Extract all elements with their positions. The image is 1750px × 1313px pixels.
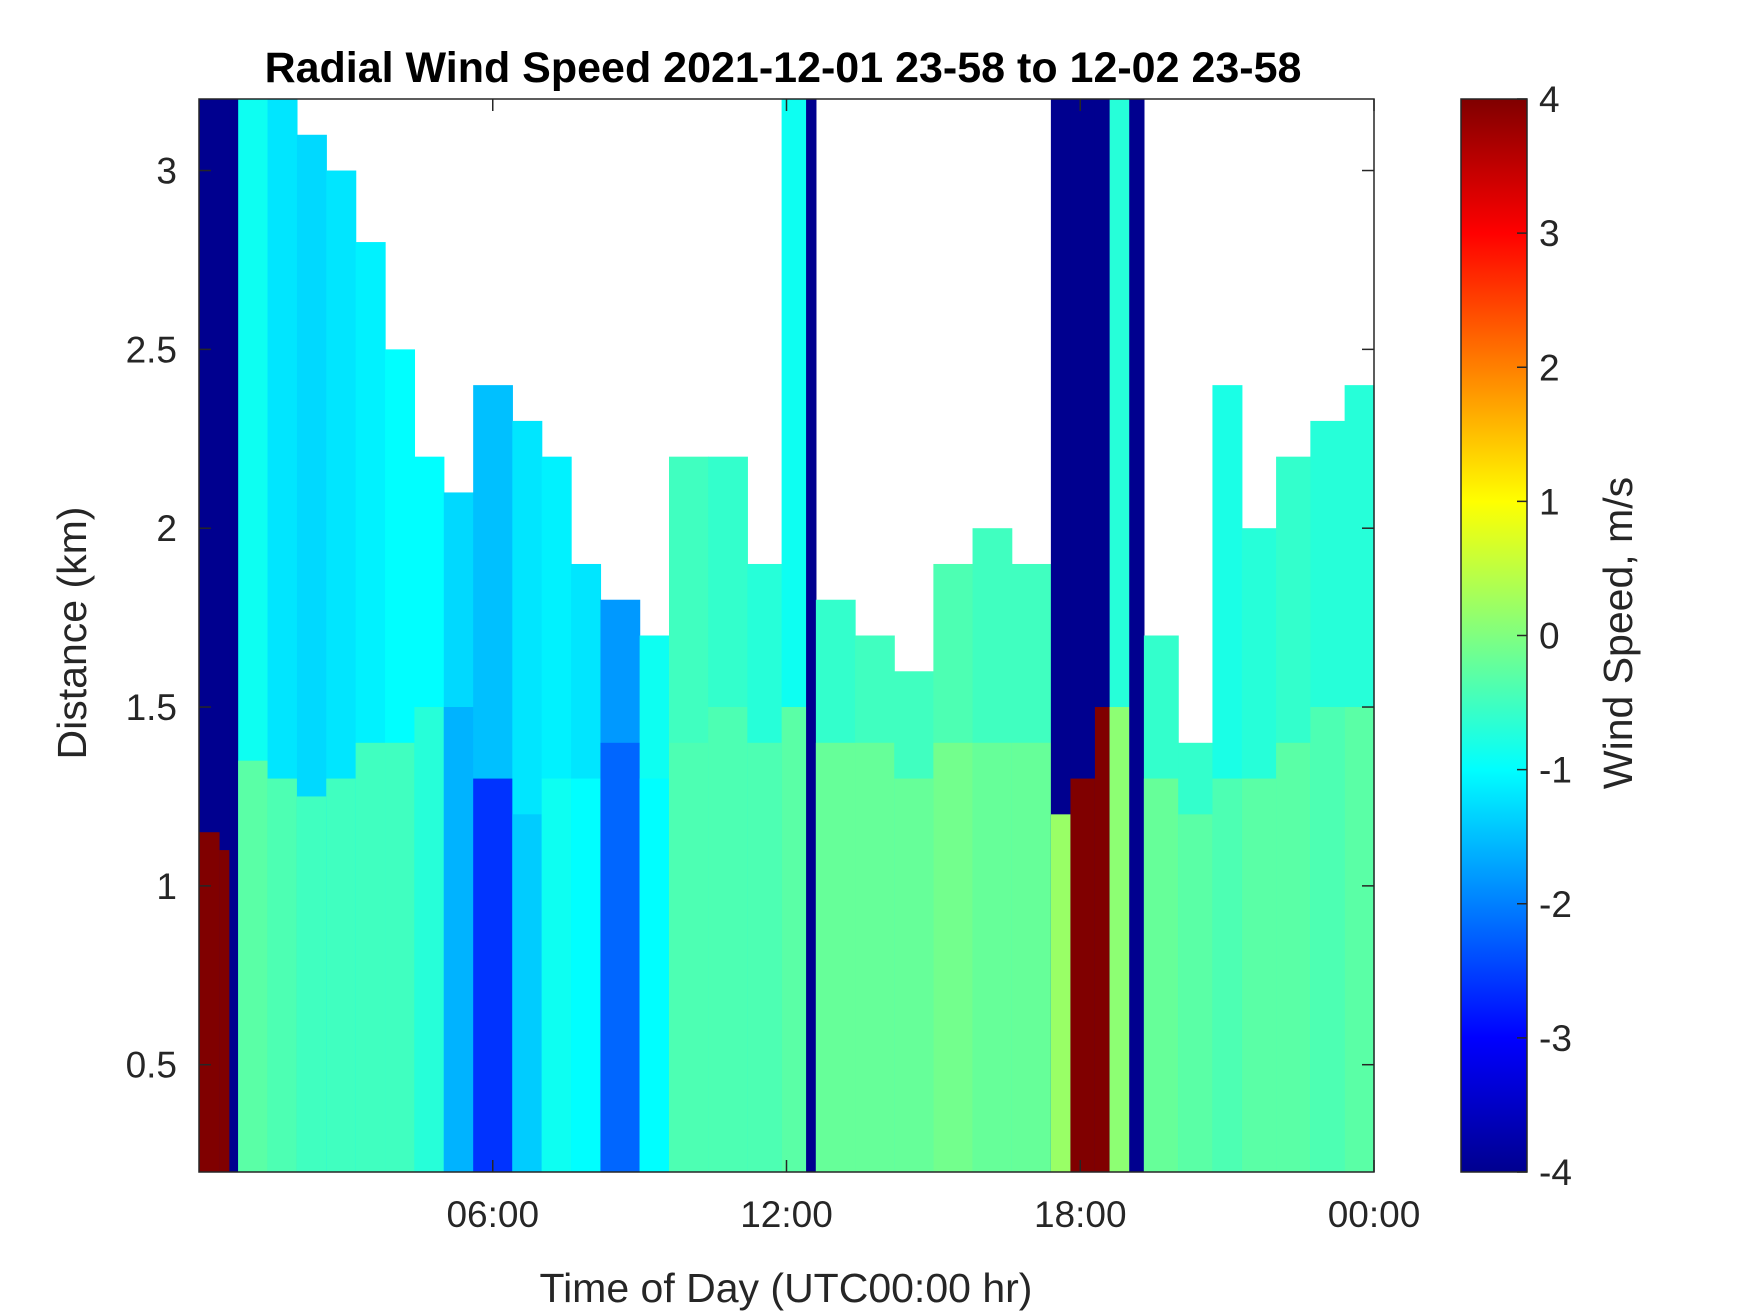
chart-title: Radial Wind Speed 2021-12-01 23-58 to 12… [265, 44, 1302, 92]
heatmap-cell-lower [1109, 707, 1130, 1172]
colorbar-tick-label: 2 [1539, 347, 1560, 388]
heatmap-cell [806, 99, 817, 1172]
colorbar-tick-label: -1 [1539, 750, 1572, 791]
heatmap-cell-lower [894, 778, 934, 1172]
y-axis: 0.5 1 1.5 2 2.5 3 [126, 151, 1374, 1086]
y-tick-label: 1 [156, 866, 177, 907]
x-tick-label: 00:00 [1328, 1194, 1421, 1235]
colorbar-tick-label: -4 [1539, 1152, 1572, 1193]
heatmap-cell-lower [1344, 707, 1375, 1172]
colorbar-tick-label: 4 [1539, 79, 1560, 120]
heatmap-cell-lower [1212, 778, 1243, 1172]
y-tick-label: 1.5 [126, 687, 177, 728]
heatmap-cell-lower [326, 778, 357, 1172]
heatmap-cell-lower [1178, 814, 1214, 1172]
heatmap-cell-lower [473, 778, 513, 1172]
heatmap-cell [219, 99, 230, 1172]
colorbar-tick-label: 1 [1539, 481, 1560, 522]
y-tick-label: 0.5 [126, 1045, 177, 1086]
heatmap-cell-lower [747, 742, 783, 1172]
heatmap-cell-lower [708, 707, 748, 1172]
heatmap-cell-lower [1241, 778, 1277, 1172]
heatmap-cell-lower [1276, 742, 1311, 1172]
heatmap-cell-lower [296, 796, 327, 1172]
heatmap-cell-lower [639, 778, 670, 1172]
colorbar-ticks: -4 -3 -2 -1 0 1 2 3 4 [1517, 79, 1572, 1193]
heatmap-cell-lower [781, 707, 807, 1172]
heatmap-cell-lower [355, 742, 386, 1172]
colorbar-tick-label: -3 [1539, 1018, 1572, 1059]
y-tick-label: 2.5 [126, 329, 177, 370]
heatmap-cell-lower [815, 742, 856, 1172]
heatmap-cell-lower [571, 778, 602, 1172]
heatmap-cell-lower [385, 742, 416, 1172]
heatmap-cell-lower [219, 850, 230, 1172]
heatmap-cell-lower [1011, 742, 1052, 1172]
heatmap-cell-lower [855, 742, 895, 1172]
y-axis-label: Distance (km) [49, 507, 95, 760]
heatmap-cell-lower [541, 778, 572, 1172]
x-axis-label: Time of Day (UTC00:00 hr) [540, 1265, 1033, 1311]
heatmap-cell-lower [600, 742, 641, 1172]
x-axis: 06:00 12:00 18:00 00:00 [446, 99, 1420, 1235]
heatmap-cell-lower [414, 707, 445, 1172]
heatmap-cell [1129, 99, 1145, 1172]
heatmap-cell-lower [1310, 707, 1346, 1172]
heatmap-cell-lower [669, 742, 709, 1172]
heatmap-cell-lower [512, 814, 543, 1172]
x-tick-label: 06:00 [446, 1194, 539, 1235]
colorbar-tick-label: 3 [1539, 213, 1560, 254]
heatmap-cell-lower [1094, 707, 1111, 1172]
y-tick-label: 2 [156, 508, 177, 549]
colorbar-tick-label: -2 [1539, 884, 1572, 925]
heatmap-cell-lower [933, 742, 974, 1172]
x-tick-label: 12:00 [740, 1194, 833, 1235]
colorbar-tick-label: 0 [1539, 616, 1560, 657]
heatmap-cell-lower [267, 778, 298, 1172]
heatmap-cells [199, 99, 1375, 1172]
x-tick-label: 18:00 [1034, 1194, 1127, 1235]
heatmap-cell [229, 99, 239, 1172]
heatmap-cell-lower [972, 742, 1013, 1172]
colorbar-label: Wind Speed, m/s [1595, 477, 1641, 789]
heatmap-cell-lower [1070, 778, 1096, 1172]
y-tick-label: 3 [156, 151, 177, 192]
heatmap-cell-lower [238, 760, 269, 1172]
heatmap-cell-lower [199, 832, 221, 1172]
heatmap-cell-lower [1143, 778, 1179, 1172]
heatmap-cell-lower [443, 707, 474, 1172]
colorbar [1460, 98, 1528, 1173]
heatmap-cell-lower [1050, 814, 1072, 1172]
